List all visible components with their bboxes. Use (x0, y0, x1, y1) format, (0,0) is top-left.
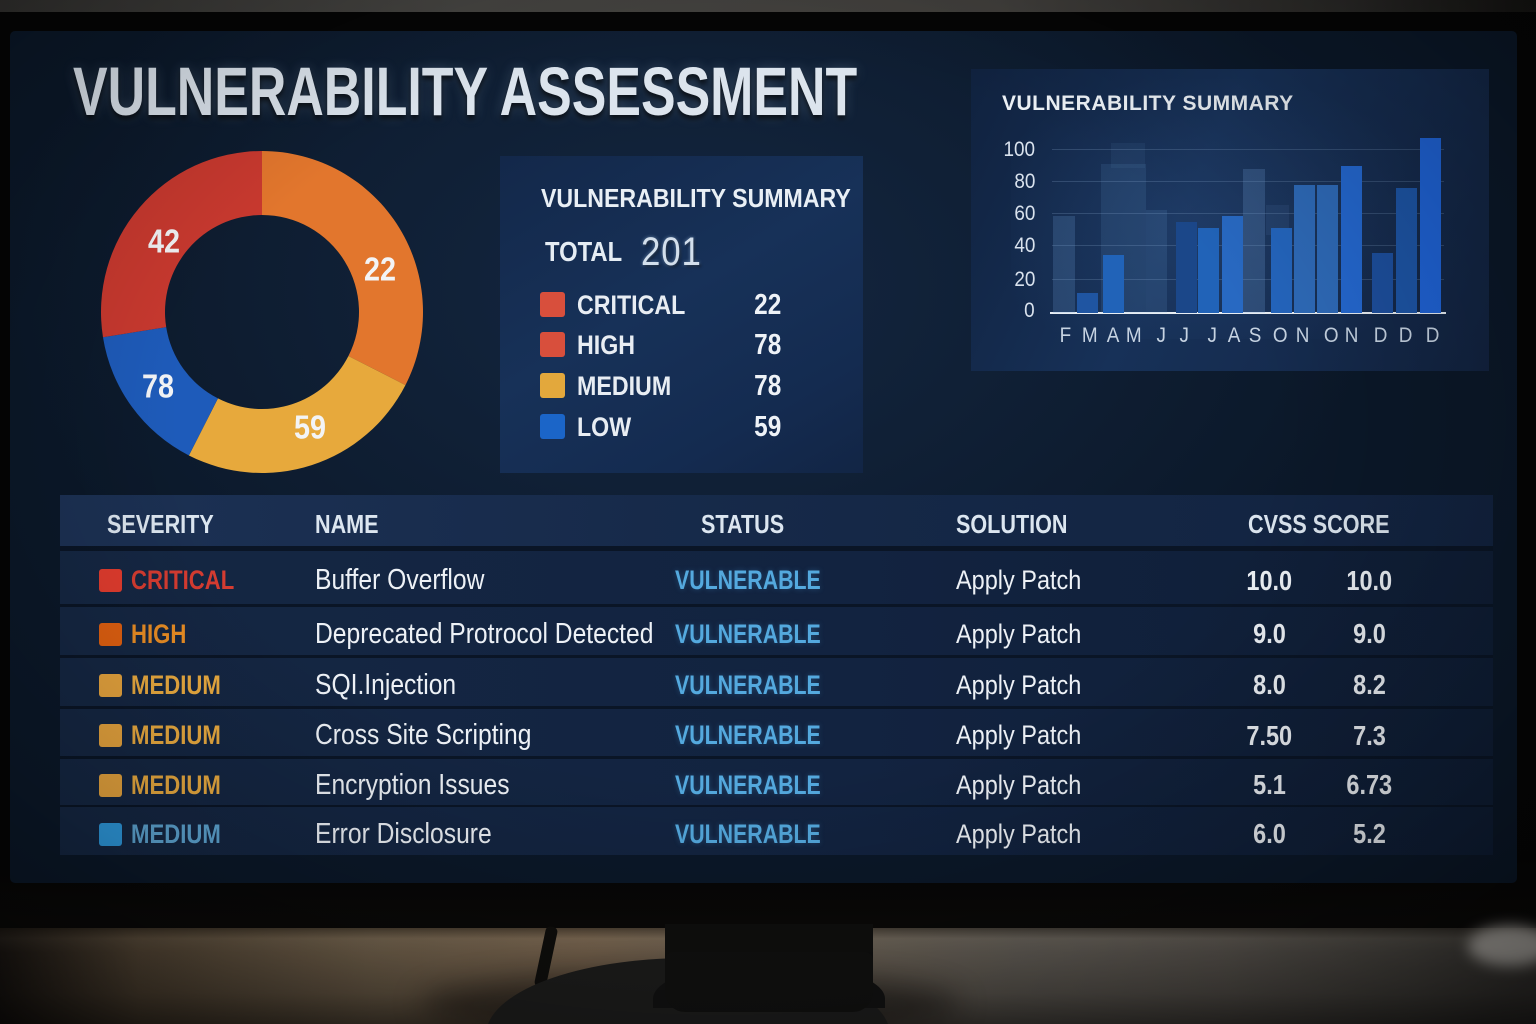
svg-text:78: 78 (142, 368, 174, 405)
svg-text:22: 22 (364, 251, 396, 288)
svg-text:42: 42 (148, 223, 180, 260)
svg-text:59: 59 (294, 409, 326, 446)
